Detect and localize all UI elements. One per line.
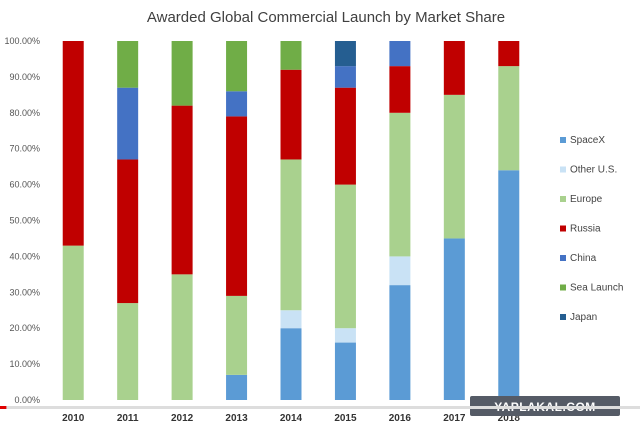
legend-swatch (560, 284, 566, 291)
x-tick-label: 2013 (225, 413, 248, 424)
legend-label: SpaceX (570, 135, 605, 146)
bar-segment (443, 94, 465, 239)
legend-label: Japan (570, 312, 597, 323)
bar-segment (334, 41, 356, 67)
bar-segment (226, 116, 248, 296)
y-tick-label: 90.00% (9, 72, 40, 82)
bar-segment (280, 328, 302, 400)
legend: SpaceX Other U.S. Europe Russia China Sea Lau… (560, 135, 623, 323)
y-tick-label: 10.00% (9, 359, 40, 369)
bar-segment (334, 87, 356, 185)
legend-swatch (560, 255, 566, 261)
bar-segment (226, 91, 248, 117)
bar-segment (280, 159, 302, 311)
bar-segment (389, 285, 411, 400)
bar-segment (226, 295, 248, 375)
y-tick-label: 50.00% (9, 216, 40, 226)
bar-segment (389, 66, 411, 113)
bar-segment (334, 66, 356, 88)
bar-segment (498, 41, 520, 67)
legend-swatch (560, 314, 566, 320)
y-tick-label: 100.00% (4, 36, 40, 46)
x-tick-label: 2014 (280, 413, 303, 424)
bar-segment (389, 41, 411, 67)
legend-label: Other U.S. (570, 165, 617, 176)
x-tick-label: 2011 (117, 413, 139, 424)
bar-segment (171, 41, 193, 106)
bar-segment (226, 374, 248, 400)
bar-segment (62, 245, 84, 400)
x-tick-label: 2018 (498, 413, 521, 424)
legend-label: China (570, 253, 597, 264)
legend-swatch (560, 196, 566, 202)
legend-label: Europe (570, 194, 603, 205)
bar-segment (334, 328, 356, 343)
legend-swatch (560, 225, 566, 232)
progress-fill (0, 406, 7, 409)
x-tick-label: 2015 (334, 413, 357, 424)
bar-segment (117, 41, 139, 88)
bar-segment (498, 170, 520, 400)
legend-swatch (560, 137, 566, 143)
y-tick-label: 30.00% (9, 287, 40, 297)
bar-segment (334, 342, 356, 400)
y-tick-label: 70.00% (9, 144, 40, 154)
x-tick-label: 2012 (171, 413, 194, 424)
bar-segment (280, 69, 302, 160)
legend-label: Russia (570, 224, 601, 235)
bar-segment (171, 105, 193, 275)
bar-segment (443, 238, 465, 400)
y-tick-label: 40.00% (9, 251, 40, 261)
bar-segment (117, 303, 139, 400)
bar-segment (280, 310, 302, 329)
plot-area (62, 41, 520, 400)
video-progress-bar[interactable] (0, 406, 640, 409)
y-tick-label: 20.00% (9, 323, 40, 333)
progress-track[interactable] (0, 406, 640, 409)
y-tick-label: 80.00% (9, 108, 40, 118)
bar-segment (171, 274, 193, 400)
bar-segment (117, 159, 139, 304)
y-tick-label: 60.00% (9, 180, 40, 190)
legend-swatch (560, 166, 566, 173)
bar-segment (498, 66, 520, 171)
y-axis: 0.00% 10.00% 20.00% 30.00% 40.00% 50.00% 60.00… (4, 36, 40, 405)
x-axis: 2010 2011 2012 2013 2014 2015 2016 2017 2018 (62, 413, 520, 424)
y-tick-label: 0.00% (14, 395, 40, 405)
bar-segment (117, 87, 139, 160)
bar-segment (443, 41, 465, 95)
bar-segment (389, 256, 411, 286)
chart-title: Awarded Global Commercial Launch by Mark… (147, 9, 505, 26)
bar-segment (334, 184, 356, 329)
bar-segment (62, 41, 84, 246)
legend-label: Sea Launch (570, 283, 623, 294)
bar-segment (226, 41, 248, 92)
bar-segment (389, 112, 411, 257)
x-tick-label: 2016 (389, 413, 412, 424)
x-tick-label: 2010 (62, 413, 85, 424)
bar-segment (280, 41, 302, 70)
x-tick-label: 2017 (443, 413, 466, 424)
